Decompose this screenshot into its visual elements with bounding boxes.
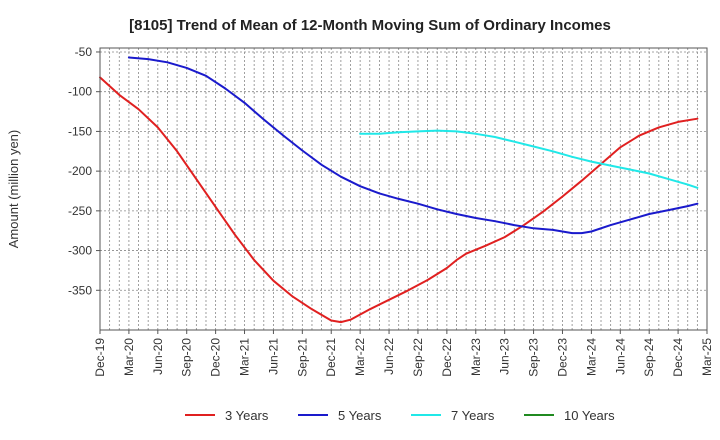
x-tick-label: Mar-22	[353, 338, 367, 376]
x-tick-label: Mar-23	[469, 338, 483, 376]
x-tick-label: Dec-20	[209, 338, 223, 377]
y-tick-label: -100	[68, 85, 92, 99]
x-tick-label: Sep-21	[295, 338, 309, 377]
x-tick-label: Dec-19	[93, 338, 107, 377]
y-tick-label: -150	[68, 124, 92, 138]
y-tick-label: -200	[68, 164, 92, 178]
x-tick-label: Jun-21	[266, 338, 280, 375]
x-tick-label: Dec-24	[671, 338, 685, 377]
legend: 3 Years 5 Years 7 Years 10 Years	[185, 408, 615, 423]
series-line	[359, 129, 699, 189]
x-tick-label: Jun-24	[613, 338, 627, 375]
plot-frame	[99, 47, 708, 331]
y-tick-label: -50	[75, 45, 93, 59]
grid	[100, 48, 707, 330]
chart-title: [8105] Trend of Mean of 12-Month Moving …	[129, 17, 611, 34]
y-tick-label: -250	[68, 204, 92, 218]
x-tick-label: Mar-20	[122, 338, 136, 376]
legend-label: 3 Years	[225, 408, 269, 423]
x-tick-label: Sep-22	[411, 338, 425, 377]
x-tick-label: Jun-22	[382, 338, 396, 375]
x-tick-label: Sep-23	[527, 338, 541, 377]
y-axis-label: Amount (million yen)	[6, 130, 21, 249]
x-tick-label: Dec-23	[555, 338, 569, 377]
x-tick-label: Mar-24	[584, 338, 598, 376]
x-tick-label: Dec-22	[440, 338, 454, 377]
legend-label: 5 Years	[338, 408, 382, 423]
series-group	[99, 56, 699, 324]
legend-label: 7 Years	[451, 408, 495, 423]
series-line	[127, 56, 699, 235]
y-axis: -50 -100 -150 -200 -250 -300 -350	[68, 45, 100, 297]
y-tick-label: -350	[68, 283, 92, 297]
x-tick-label: Mar-25	[700, 338, 714, 376]
x-tick-label: Sep-24	[642, 338, 656, 377]
x-tick-label: Jun-20	[151, 338, 165, 375]
x-tick-label: Jun-23	[498, 338, 512, 375]
x-tick-label: Sep-20	[180, 338, 194, 377]
y-tick-label: -300	[68, 244, 92, 258]
legend-label: 10 Years	[564, 408, 615, 423]
x-tick-label: Dec-21	[324, 338, 338, 377]
x-tick-label: Mar-21	[238, 338, 252, 376]
series-line	[99, 76, 699, 324]
x-axis: Dec-19 Mar-20 Jun-20 Sep-20 Dec-20 Mar-21 Jun-…	[93, 330, 714, 377]
